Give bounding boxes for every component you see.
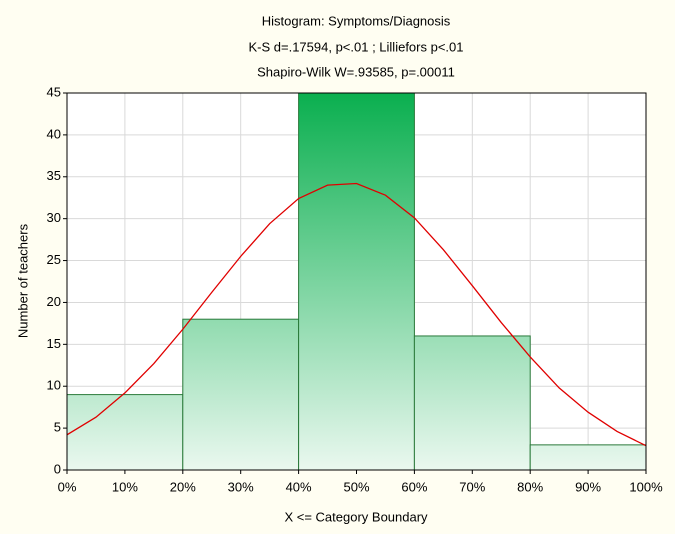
- x-axis-label: X <= Category Boundary: [284, 509, 428, 524]
- y-tick-label: 35: [47, 168, 61, 183]
- chart-title: Histogram: Symptoms/Diagnosis: [262, 13, 451, 28]
- x-tick-label: 70%: [459, 479, 485, 494]
- annotation: Shapiro-Wilk W=.93585, p=.00011: [257, 64, 455, 79]
- y-tick-label: 25: [47, 252, 61, 267]
- y-tick-label: 10: [47, 378, 61, 393]
- histogram-bar: [529, 444, 646, 470]
- y-axis-label: Number of teachers: [15, 223, 30, 338]
- x-tick-label: 10%: [112, 479, 138, 494]
- x-tick-label: 20%: [170, 479, 196, 494]
- normal-curve: [67, 182, 646, 447]
- x-tick-label: 50%: [343, 479, 369, 494]
- y-tick-label: 5: [54, 420, 61, 435]
- x-tick-label: 80%: [517, 479, 543, 494]
- histogram-bar: [298, 93, 415, 470]
- y-tick-label: 45: [47, 84, 61, 99]
- chart-subtitle: K-S d=.17594, p<.01 ; Lilliefors p<.01: [248, 39, 463, 54]
- y-tick-label: 30: [47, 210, 61, 225]
- histogram-bar: [67, 394, 184, 470]
- x-tick-label: 40%: [286, 479, 312, 494]
- x-tick-label: 100%: [629, 479, 663, 494]
- y-tick-label: 40: [47, 126, 61, 141]
- y-tick-label: 15: [47, 336, 61, 351]
- x-tick-label: 30%: [228, 479, 254, 494]
- histogram-bar: [182, 318, 300, 470]
- marks: [67, 93, 646, 470]
- x-tick-label: 60%: [401, 479, 427, 494]
- y-tick-label: 0: [54, 461, 61, 476]
- histogram-bar: [413, 335, 531, 470]
- x-tick-label: 0%: [58, 479, 77, 494]
- y-tick-label: 20: [47, 294, 61, 309]
- x-tick-label: 90%: [575, 479, 601, 494]
